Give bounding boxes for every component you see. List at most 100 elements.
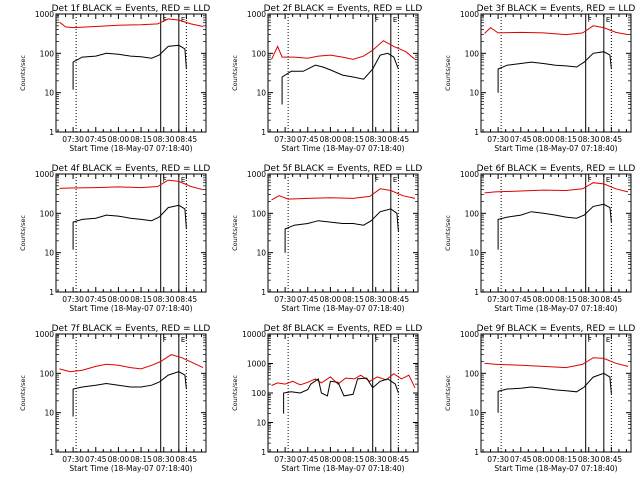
events-rate-line	[497, 51, 612, 93]
y-tick-label: 1000	[460, 170, 479, 179]
x-tick-label: 08:15	[342, 135, 364, 144]
x-tick-label: 08:00	[533, 135, 555, 144]
y-tick-label: 1	[49, 448, 54, 457]
y-tick-label: 10	[44, 89, 54, 98]
x-tick-label: 08:00	[108, 135, 130, 144]
y-tick-label: 10	[256, 89, 266, 98]
events-rate-line	[497, 203, 612, 250]
plot-frame	[267, 173, 419, 293]
interval-marker-label: E	[181, 16, 185, 24]
detector-panel: Det 1f BLACK = Events, RED = LLD 1 10 100 10…	[19, 4, 210, 153]
x-axis-label: Start Time (18-May-07 07:18:40)	[281, 464, 404, 473]
interval-marker-label: E	[393, 16, 397, 24]
interval-marker-label: E	[181, 336, 185, 344]
plot-frame	[480, 173, 632, 293]
interval-marker-label: F	[588, 336, 592, 344]
y-tick-label: 1000	[35, 170, 54, 179]
y-axis-label: Counts/sec	[444, 215, 452, 251]
x-tick-label: 07:30	[274, 295, 296, 304]
x-tick-label: 07:45	[510, 295, 532, 304]
x-tick-label: 07:30	[487, 455, 509, 464]
y-tick-label: 100	[252, 49, 267, 58]
x-tick-label: 08:30	[578, 135, 600, 144]
y-tick-label: 1000	[35, 330, 54, 339]
detector-panel: Det 5f BLACK = Events, RED = LLD 1 10 100 10…	[231, 164, 422, 313]
y-axis-label: Counts/sec	[231, 55, 239, 91]
panel-title: Det 9f BLACK = Events, RED = LLD	[477, 324, 636, 334]
interval-marker-label: F	[588, 16, 592, 24]
panel-title: Det 4f BLACK = Events, RED = LLD	[52, 164, 211, 174]
events-rate-line	[72, 371, 187, 417]
x-tick-label: 08:15	[555, 295, 577, 304]
y-tick-label: 100	[40, 49, 55, 58]
detector-panel: Det 4f BLACK = Events, RED = LLD 1 10 100 10…	[19, 164, 210, 313]
interval-marker-label: F	[375, 336, 379, 344]
panel-title: Det 7f BLACK = Events, RED = LLD	[52, 324, 211, 334]
x-tick-label: 08:30	[365, 455, 387, 464]
events-rate-line	[283, 377, 399, 414]
y-tick-label: 10	[469, 249, 479, 258]
x-tick-label: 07:45	[85, 295, 107, 304]
lld-rate-line	[59, 354, 204, 373]
x-tick-label: 08:45	[388, 455, 410, 464]
y-axis-label: Counts/sec	[444, 375, 452, 411]
x-tick-label: 08:45	[601, 135, 623, 144]
events-rate-line	[284, 208, 399, 253]
interval-marker-label: E	[393, 176, 397, 184]
x-axis-label: Start Time (18-May-07 07:18:40)	[281, 304, 404, 313]
plot-frame	[55, 173, 207, 293]
y-axis-label: Counts/sec	[231, 375, 239, 411]
y-tick-label: 1000	[35, 10, 54, 19]
y-tick-label: 1	[49, 128, 54, 137]
x-tick-label: 08:30	[365, 135, 387, 144]
y-tick-label: 1	[261, 128, 266, 137]
y-tick-label: 1	[261, 448, 266, 457]
x-tick-label: 08:45	[601, 295, 623, 304]
lld-rate-line	[484, 25, 629, 36]
plot-frame	[55, 333, 207, 453]
lld-rate-line	[59, 18, 204, 29]
y-axis-label: Counts/sec	[444, 55, 452, 91]
x-tick-label: 08:45	[176, 455, 198, 464]
lld-rate-line	[271, 188, 416, 201]
x-tick-label: 08:00	[533, 295, 555, 304]
x-axis-label: Start Time (18-May-07 07:18:40)	[494, 304, 617, 313]
x-axis-label: Start Time (18-May-07 07:18:40)	[69, 464, 192, 473]
x-axis-label: Start Time (18-May-07 07:18:40)	[494, 464, 617, 473]
x-tick-label: 08:15	[555, 135, 577, 144]
y-tick-label: 100	[40, 369, 55, 378]
y-axis-label: Counts/sec	[19, 375, 27, 411]
panel-title: Det 6f BLACK = Events, RED = LLD	[477, 164, 636, 174]
interval-marker-label: E	[606, 336, 610, 344]
x-tick-label: 08:15	[555, 455, 577, 464]
x-axis-label: Start Time (18-May-07 07:18:40)	[69, 304, 192, 313]
panel-title: Det 1f BLACK = Events, RED = LLD	[52, 4, 211, 14]
plot-frame	[267, 13, 419, 133]
panel-title: Det 5f BLACK = Events, RED = LLD	[264, 164, 423, 174]
x-tick-label: 07:30	[274, 135, 296, 144]
interval-marker-label: E	[606, 16, 610, 24]
y-tick-label: 100	[252, 209, 267, 218]
y-tick-label: 1000	[247, 360, 266, 369]
x-tick-label: 07:30	[274, 455, 296, 464]
y-tick-label: 1000	[247, 10, 266, 19]
detector-panel: Det 8f BLACK = Events, RED = LLD 1 10 100 10…	[231, 324, 422, 473]
y-tick-label: 1	[474, 288, 479, 297]
detector-panel: Det 2f BLACK = Events, RED = LLD 1 10 100 10…	[231, 4, 422, 153]
events-rate-line	[281, 52, 399, 105]
detector-panel: Det 3f BLACK = Events, RED = LLD 1 10 100 10…	[444, 4, 635, 153]
x-axis-label: Start Time (18-May-07 07:18:40)	[69, 144, 192, 153]
interval-marker-label: E	[181, 176, 185, 184]
x-tick-label: 07:30	[487, 135, 509, 144]
y-tick-label: 1	[474, 128, 479, 137]
x-tick-label: 08:15	[130, 135, 152, 144]
y-tick-label: 100	[465, 49, 480, 58]
y-tick-label: 10	[469, 89, 479, 98]
y-tick-label: 10000	[242, 330, 266, 339]
events-rate-line	[497, 372, 612, 413]
x-tick-label: 07:45	[85, 135, 107, 144]
x-tick-label: 08:45	[388, 135, 410, 144]
y-tick-label: 100	[40, 209, 55, 218]
lld-rate-line	[271, 373, 416, 389]
